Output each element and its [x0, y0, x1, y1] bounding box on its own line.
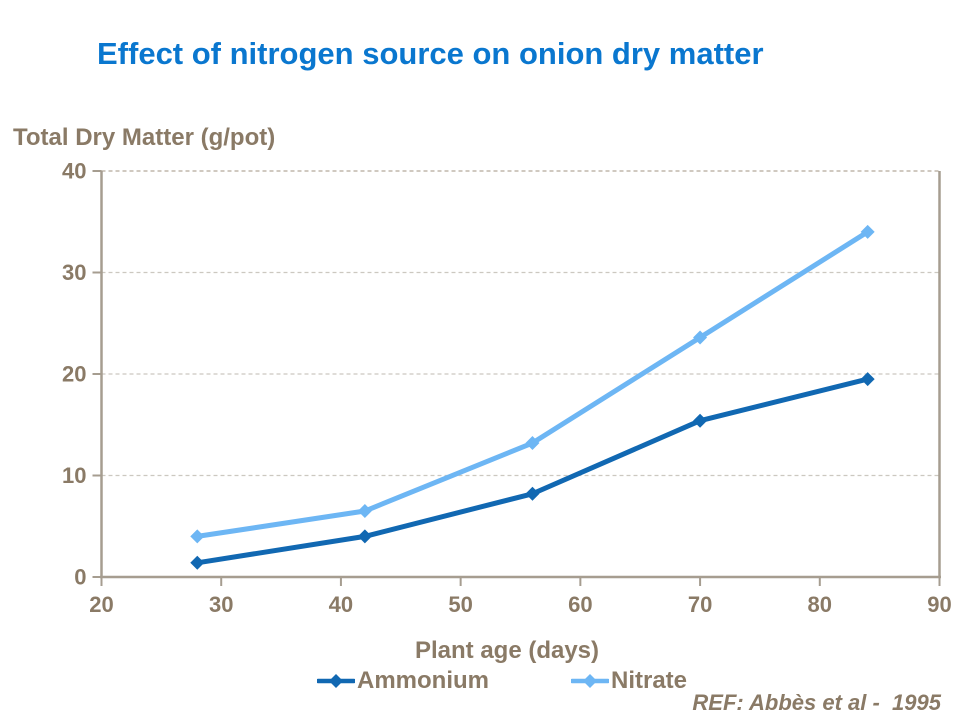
x-tick-label-80: 80 — [808, 592, 832, 617]
x-tick-label-60: 60 — [568, 592, 592, 617]
data-point-ammonium-28 — [190, 555, 205, 570]
data-point-ammonium-42 — [357, 529, 372, 544]
series-line-ammonium — [194, 376, 871, 566]
x-tick-label-20: 20 — [89, 592, 113, 617]
data-point-ammonium-84 — [860, 372, 875, 387]
y-tick-label-20: 20 — [62, 362, 86, 387]
y-tick-label-30: 30 — [62, 260, 86, 285]
legend-item-ammonium: Ammonium — [317, 667, 489, 694]
data-point-nitrate-56 — [525, 436, 540, 451]
x-axis-title: Plant age (days) — [414, 637, 600, 664]
legend-label-ammonium: Ammonium — [357, 667, 489, 694]
data-point-ammonium-70 — [693, 413, 708, 428]
x-tick-label-30: 30 — [209, 592, 233, 617]
x-tick-label-40: 40 — [329, 592, 353, 617]
x-tick-label-70: 70 — [688, 592, 712, 617]
data-point-nitrate-84 — [860, 224, 875, 239]
chart-title: Effect of nitrogen source on onion dry m… — [97, 36, 764, 71]
legend-label-nitrate: Nitrate — [611, 667, 688, 694]
x-tick-label-90: 90 — [927, 592, 951, 617]
nitrate-series-marker-icon — [571, 674, 609, 688]
data-point-nitrate-28 — [190, 529, 205, 544]
x-tick-label-50: 50 — [448, 592, 472, 617]
data-point-ammonium-56 — [525, 486, 540, 501]
y-tick-label-40: 40 — [62, 159, 86, 184]
data-point-nitrate-42 — [357, 504, 372, 519]
ammonium-series-marker-icon — [317, 674, 355, 688]
data-point-nitrate-70 — [693, 330, 708, 345]
y-axis-title: Total Dry Matter (g/pot) — [13, 124, 276, 151]
y-tick-label-10: 10 — [62, 463, 86, 488]
legend-item-nitrate: Nitrate — [571, 667, 688, 694]
reference-note: REF: Abbès et al - 1995 — [692, 690, 941, 715]
y-tick-label-0: 0 — [74, 565, 86, 590]
